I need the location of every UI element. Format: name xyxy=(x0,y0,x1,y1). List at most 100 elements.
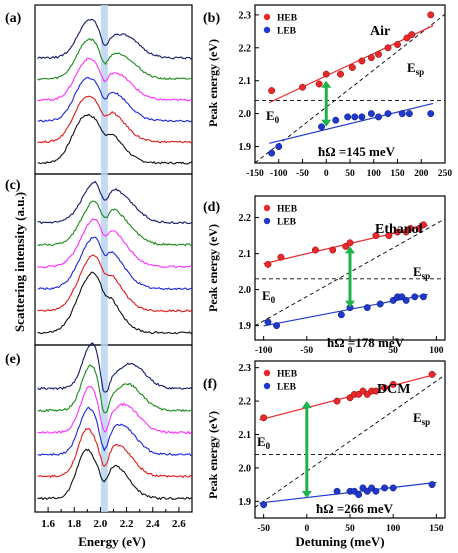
leb-data-point xyxy=(372,487,380,495)
x-tick-label: 0 xyxy=(304,524,309,534)
panel-a-label: (a) xyxy=(5,11,22,26)
heb-data-point xyxy=(348,64,356,71)
legend-leb-marker xyxy=(263,26,271,34)
y-tick-label: 2.1 xyxy=(239,76,252,87)
right-x-axis-label: Detuning (meV) xyxy=(295,534,384,549)
spectrum-line xyxy=(37,385,193,435)
y-tick-label: 2.0 xyxy=(239,285,252,296)
energy-tick-label: 2.4 xyxy=(146,518,160,530)
medium-label: Air xyxy=(370,24,390,39)
splitting-label: ħΩ =178 meV xyxy=(327,335,405,350)
legend-leb-label: LEB xyxy=(277,218,297,228)
legend-leb-marker xyxy=(263,382,271,390)
heb-data-point xyxy=(385,232,393,240)
leb-data-point xyxy=(337,311,345,319)
heb-data-point xyxy=(329,246,337,254)
x-tick-label: 0 xyxy=(348,346,353,356)
leb-data-point xyxy=(268,149,276,157)
heb-data-point xyxy=(333,397,341,405)
heb-data-point xyxy=(428,370,436,378)
legend-heb-label: HEB xyxy=(277,205,298,215)
energy-tick-label: 2.0 xyxy=(94,518,108,530)
right-y-axis-label: Peak energy (eV) xyxy=(206,39,220,127)
leb-data-point xyxy=(332,116,340,124)
heb-data-point xyxy=(367,54,375,62)
heb-data-point xyxy=(337,70,344,78)
spectrum-line xyxy=(37,448,193,501)
x-tick-label: 200 xyxy=(414,169,429,179)
leb-data-point xyxy=(264,318,272,326)
x-tick-label: 250 xyxy=(438,169,453,179)
spectrum-line xyxy=(37,236,192,291)
scatter-panel-d: (d) -100 -50 0 50 100 1.9 2.0 2.1 2.2 HEB LEB Ethano… xyxy=(203,195,446,356)
x-tick-label: 50 xyxy=(345,169,355,179)
splitting-label: ħΩ =145 meV xyxy=(318,144,396,159)
y-tick-label: 1.9 xyxy=(239,142,252,153)
heb-data-point xyxy=(372,387,380,395)
leb-data-point xyxy=(355,491,363,499)
x-tick-label: 50 xyxy=(388,346,398,356)
spectrum-line xyxy=(37,95,193,144)
y-tick-label: 2.0 xyxy=(239,463,252,474)
leb-data-point xyxy=(398,110,406,118)
panel-c-frame xyxy=(34,173,193,346)
heb-data-point xyxy=(346,239,354,247)
energy-axis-ticks: 1.6 1.8 2.0 2.2 2.4 2.6 xyxy=(41,507,186,530)
medium-label: DCM xyxy=(377,382,410,397)
arrow-head-down xyxy=(301,490,312,498)
legend-leb-marker xyxy=(263,217,271,225)
heb-data-point xyxy=(419,221,427,229)
left-x-axis-label: Energy (eV) xyxy=(78,534,146,549)
legend-heb-label: HEB xyxy=(277,370,298,380)
panel-label: (b) xyxy=(203,11,220,26)
arrow-head-up xyxy=(321,80,332,88)
heb-data-point xyxy=(407,224,414,232)
leb-data-point xyxy=(389,484,397,492)
leb-data-point xyxy=(375,113,382,121)
x-tick-label: 150 xyxy=(429,524,444,534)
energy-tick-label: 1.6 xyxy=(41,518,55,530)
x-tick-label: -50 xyxy=(257,524,270,534)
heb-data-point xyxy=(299,83,306,91)
leb-data-point xyxy=(351,113,359,121)
leb-data-point xyxy=(333,487,341,495)
heb-data-point xyxy=(358,57,366,65)
spectrum-line xyxy=(37,271,193,335)
legend-heb-marker xyxy=(263,369,271,377)
resonance-band xyxy=(100,5,108,512)
right-y-axis-label: Peak energy (eV) xyxy=(206,411,220,499)
heb-data-point xyxy=(408,31,416,39)
leb-data-point xyxy=(358,113,366,121)
leb-data-point xyxy=(363,304,371,312)
panel-a-frame xyxy=(34,4,193,175)
y-tick-label: 1.9 xyxy=(239,321,252,332)
arrow-head-down xyxy=(321,119,332,127)
spectrum-line xyxy=(37,18,193,60)
y-tick-label: 2.3 xyxy=(239,363,252,374)
leb-data-point xyxy=(376,300,384,308)
legend-heb-marker xyxy=(263,204,271,212)
spectrum-line xyxy=(37,200,193,247)
y-tick-label: 1.9 xyxy=(239,497,252,508)
heb-data-point xyxy=(322,70,330,78)
heb-data-point xyxy=(389,380,397,388)
heb-data-point xyxy=(384,44,392,52)
leb-data-point xyxy=(405,110,413,118)
heb-data-point xyxy=(264,260,272,268)
esp-label: Esp xyxy=(413,264,430,281)
esp-reference-line xyxy=(254,13,446,164)
energy-tick-label: 2.2 xyxy=(120,518,134,530)
arrow-head-down xyxy=(345,300,355,308)
spectrum-line xyxy=(37,218,193,269)
x-tick-label: -150 xyxy=(246,169,264,179)
panel-c-label: (c) xyxy=(5,178,21,193)
leb-data-point xyxy=(384,110,392,118)
leb-data-point xyxy=(428,481,436,489)
esp-label: Esp xyxy=(413,410,430,427)
x-tick-label: -50 xyxy=(300,346,313,356)
spectrum-line xyxy=(37,254,193,313)
y-tick-label: 2.2 xyxy=(239,397,252,408)
spectrum-line xyxy=(37,180,193,225)
right-y-axis-label: Peak energy (eV) xyxy=(206,224,220,312)
heb-data-point xyxy=(312,246,319,254)
